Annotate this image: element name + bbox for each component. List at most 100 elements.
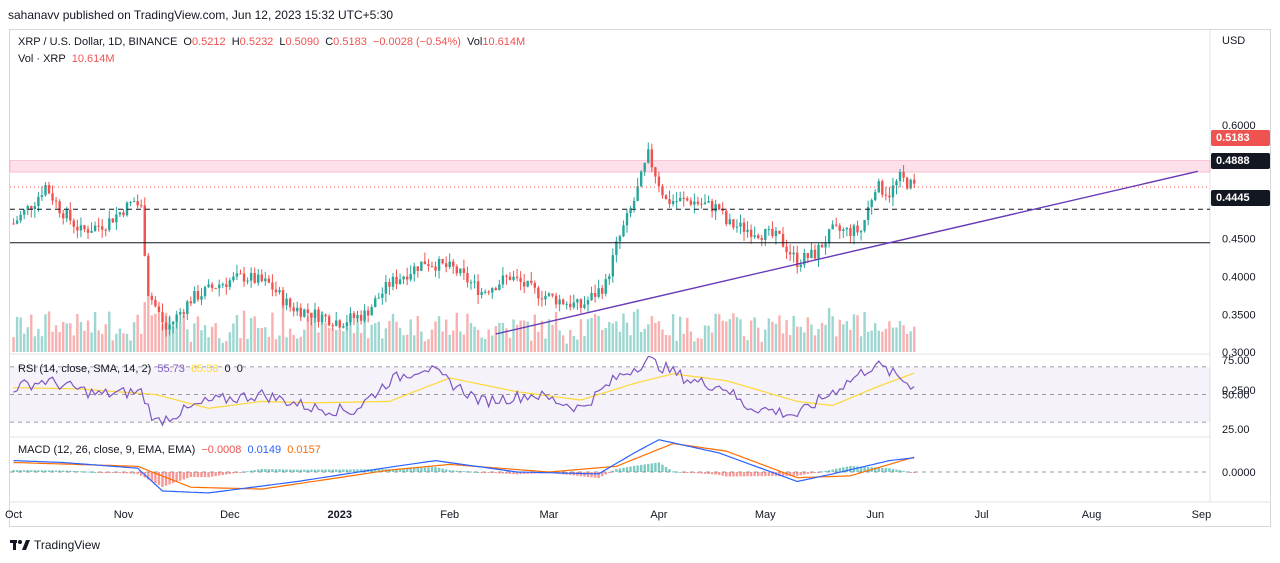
macd-histogram-bar: [171, 472, 175, 484]
volume-bar: [608, 321, 611, 352]
macd-histogram-bar: [764, 472, 767, 477]
macd-histogram-bar: [409, 468, 412, 472]
macd-label[interactable]: MACD (12, 26, close, 9, EMA, EMA): [18, 444, 196, 456]
rsi-sma-line: [13, 372, 915, 409]
candle-body: [97, 225, 100, 227]
volume-bar: [356, 317, 359, 352]
candle-body: [576, 299, 579, 303]
volume-bar: [753, 317, 756, 352]
candle-body: [108, 218, 111, 230]
macd-histogram-bar: [76, 471, 79, 473]
volume-bar: [320, 311, 324, 352]
macd-histogram-bar: [515, 472, 519, 475]
volume-bar: [905, 334, 909, 352]
currency-label: USD: [1222, 35, 1246, 47]
candle-body: [377, 297, 380, 299]
candle-body: [441, 259, 444, 264]
volume-bar: [196, 316, 200, 352]
volume-bar: [47, 311, 51, 352]
volume-bar: [430, 329, 434, 352]
macd-histogram-bar: [849, 465, 852, 472]
volume-bar: [842, 324, 845, 352]
macd-histogram-bar: [792, 472, 795, 476]
macd-histogram-bar: [902, 470, 905, 472]
candle-body: [739, 222, 742, 227]
macd-histogram-bar: [608, 472, 611, 473]
open-label: O: [183, 36, 192, 48]
volume-bar: [239, 338, 242, 352]
rsi-label[interactable]: RSI (14, close, SMA, 14, 2): [18, 363, 152, 375]
candle-body: [792, 252, 795, 255]
macd-histogram-bar: [161, 472, 164, 487]
symbol-title[interactable]: XRP / U.S. Dollar, 1D, BINANCE: [18, 36, 178, 48]
volume-bar: [856, 315, 859, 352]
volume-bar: [441, 331, 444, 352]
candle-body: [359, 314, 363, 321]
macd-histogram-bar: [476, 471, 480, 473]
candle-body: [664, 195, 668, 200]
time-tick-label: Dec: [220, 509, 240, 521]
macd-histogram-bar: [242, 471, 246, 473]
volume-bar: [363, 315, 366, 352]
candle-body: [827, 229, 831, 244]
macd-histogram-bar: [44, 470, 47, 472]
macd-histogram-bar: [299, 469, 302, 472]
resistance-zone: [9, 160, 1211, 173]
macd-histogram-bar: [703, 472, 707, 474]
volume-bar: [214, 323, 217, 352]
candle-body: [565, 303, 568, 305]
volume-bar: [824, 324, 827, 352]
volume-bar: [508, 337, 512, 352]
volume-bar: [271, 312, 274, 352]
candle-body: [30, 206, 33, 210]
macd-histogram-bar: [618, 468, 622, 472]
volume-bar: [778, 315, 781, 352]
volume-bar: [757, 327, 760, 352]
volume-bar: [647, 324, 650, 352]
candle-body: [140, 205, 143, 207]
candle-body: [40, 195, 44, 197]
volume-bar: [86, 320, 90, 352]
macd-histogram-bar: [90, 471, 93, 473]
time-tick-label: May: [755, 509, 776, 521]
candle-body: [874, 192, 877, 201]
macd-histogram-bar: [281, 469, 285, 472]
volume-bar: [473, 326, 476, 352]
candle-body: [537, 287, 540, 299]
volume-bar: [788, 335, 792, 352]
candle-body: [249, 272, 253, 281]
macd-histogram-bar: [842, 467, 845, 472]
candle-body: [132, 201, 136, 203]
macd-histogram-bar: [498, 472, 501, 474]
macd-histogram-bar: [58, 470, 61, 472]
macd-tick-label: 0.0000: [1222, 467, 1256, 479]
macd-histogram-bar: [125, 472, 129, 474]
candle-body: [650, 149, 654, 168]
time-tick-label: Jul: [975, 509, 989, 521]
candle-body: [306, 309, 310, 314]
candle-body: [327, 316, 331, 326]
macd-histogram-bar: [746, 472, 749, 477]
macd-histogram-bar: [650, 463, 654, 472]
volume-label[interactable]: Vol · XRP: [18, 53, 66, 65]
candle-body: [150, 295, 154, 301]
volume-bar: [817, 328, 820, 352]
volume-bar: [310, 312, 313, 352]
macd-histogram-bar: [803, 472, 806, 475]
candle-body: [313, 309, 317, 318]
macd-histogram-bar: [129, 472, 132, 474]
volume-bar: [505, 328, 508, 352]
macd-histogram-bar: [781, 472, 785, 476]
candle-body: [171, 321, 175, 325]
candle-body: [37, 196, 40, 206]
candle-body: [675, 201, 678, 203]
candle-body: [136, 201, 139, 206]
candle-body: [501, 275, 505, 285]
macd-histogram-bar: [512, 472, 515, 475]
volume-bar: [615, 321, 618, 352]
volume-bar: [717, 314, 721, 352]
tradingview-footer[interactable]: TradingView: [10, 538, 100, 552]
volume-bar: [792, 315, 795, 352]
macd-histogram-bar: [810, 472, 813, 474]
